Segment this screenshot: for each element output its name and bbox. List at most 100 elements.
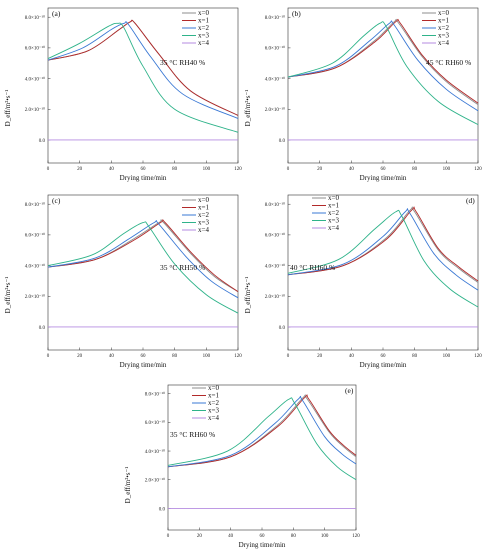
legend-label: x=2 [438,24,449,32]
y-tick-label: 0.0 [39,139,46,144]
series-line-1 [287,18,479,104]
x-tick-label: 20 [77,354,83,359]
legend-label: x=2 [198,211,209,219]
x-tick-label: 0 [167,534,170,539]
legend-label: x=0 [208,384,219,392]
legend-label: x=3 [438,32,449,40]
panel-label: (c) [52,196,61,205]
y-tick-label: 8.0×10⁻¹⁰ [25,15,45,21]
x-tick-label: 0 [287,167,290,172]
panel-3: 0 20 40 60 80 100 120 0.0 2.0×10⁻¹⁰ 4.0×10⁻¹⁰ 6.0×… [244,194,482,369]
x-tick-label: 0 [287,354,290,359]
legend-label: x=3 [198,32,209,40]
x-tick-label: 80 [172,354,178,359]
y-axis-label: D_eff/m²•s⁻¹ [244,277,252,314]
series-line-2 [47,21,239,119]
y-tick-label: 4.0×10⁻¹⁰ [25,76,45,82]
legend-label: x=0 [198,9,209,17]
x-tick-label: 20 [197,534,203,539]
series-line-2 [47,219,239,299]
y-tick-label: 0.0 [39,326,46,331]
y-tick-label: 8.0×10⁻¹⁰ [25,202,45,208]
y-tick-label: 4.0×10⁻¹⁰ [265,263,285,269]
panel-label: (b) [292,9,301,18]
legend-label: x=1 [198,17,209,25]
series-line-2 [167,395,357,468]
x-axis-label: Drying time/min [120,361,167,369]
y-tick-label: 8.0×10⁻¹⁰ [265,15,285,21]
y-tick-label: 6.0×10⁻¹⁰ [265,233,285,239]
y-tick-label: 8.0×10⁻¹⁰ [145,391,165,397]
x-tick-label: 40 [109,354,115,359]
series-line-3 [47,22,239,133]
y-tick-label: 0.0 [159,507,166,512]
x-tick-label: 100 [203,167,211,172]
series-line-2 [287,208,479,291]
x-tick-label: 80 [412,167,418,172]
series-line-1 [167,394,357,468]
condition-annotation: 45 °C RH60 % [426,58,471,67]
y-tick-label: 2.0×10⁻¹⁰ [265,107,285,113]
x-tick-label: 120 [234,354,242,359]
series-line-1 [287,206,479,282]
x-tick-label: 60 [141,167,147,172]
y-tick-label: 2.0×10⁻¹⁰ [25,294,45,300]
series-line-3 [287,209,479,308]
x-tick-label: 20 [317,167,323,172]
y-tick-label: 4.0×10⁻¹⁰ [145,449,165,455]
x-tick-label: 80 [412,354,418,359]
x-tick-label: 120 [474,354,482,359]
x-tick-label: 20 [317,354,323,359]
legend-label: x=1 [438,17,449,25]
legend-label: x=3 [208,407,219,415]
x-axis-label: Drying time/min [360,361,407,369]
x-axis-label: Drying time/min [239,541,286,549]
legend-label: x=4 [198,226,209,234]
legend-label: x=2 [328,209,339,217]
y-tick-label: 2.0×10⁻¹⁰ [265,294,285,300]
panel-2: 0 20 40 60 80 100 120 0.0 2.0×10⁻¹⁰ 4.0×10⁻¹⁰ 6.0×… [4,194,242,369]
x-tick-label: 40 [349,354,355,359]
y-tick-label: 4.0×10⁻¹⁰ [265,76,285,82]
legend-label: x=4 [328,224,339,232]
series-line-2 [287,20,479,112]
y-tick-label: 8.0×10⁻¹⁰ [265,202,285,208]
x-tick-label: 80 [291,534,297,539]
x-tick-label: 120 [474,167,482,172]
x-tick-label: 40 [109,167,115,172]
y-tick-label: 6.0×10⁻¹⁰ [265,46,285,52]
panel-1: 0 20 40 60 80 100 120 0.0 2.0×10⁻¹⁰ 4.0×10⁻¹⁰ 6.0×… [244,7,482,182]
x-tick-label: 20 [77,167,83,172]
y-axis-label: D_eff/m²•s⁻¹ [4,90,12,127]
x-axis-label: Drying time/min [120,174,167,182]
x-tick-label: 0 [47,167,50,172]
series-line-3 [167,397,357,481]
panel-label: (d) [466,196,475,205]
x-tick-label: 60 [381,354,387,359]
legend-label: x=1 [208,392,219,400]
legend-label: x=2 [198,24,209,32]
y-tick-label: 2.0×10⁻¹⁰ [25,107,45,113]
y-tick-label: 6.0×10⁻¹⁰ [145,420,165,426]
x-tick-label: 40 [349,167,355,172]
x-tick-label: 60 [260,534,266,539]
x-tick-label: 120 [352,534,360,539]
legend-label: x=1 [198,204,209,212]
condition-annotation: 35 °C RH40 % [160,58,205,67]
x-tick-label: 40 [228,534,234,539]
legend-label: x=4 [208,414,219,422]
y-tick-label: 2.0×10⁻¹⁰ [145,478,165,484]
legend-label: x=0 [198,196,209,204]
y-tick-label: 0.0 [279,326,286,331]
legend-label: x=0 [438,9,449,17]
x-tick-label: 120 [234,167,242,172]
series-line-1 [47,219,239,293]
legend-label: x=3 [328,217,339,225]
x-tick-label: 100 [321,534,329,539]
legend-label: x=4 [438,39,449,47]
panel-0: 0 20 40 60 80 100 120 0.0 2.0×10⁻¹⁰ 4.0×10⁻¹⁰ 6.0×… [4,7,242,182]
condition-annotation: 40 °C RH60 % [290,263,335,272]
x-tick-label: 80 [172,167,178,172]
x-axis-label: Drying time/min [360,174,407,182]
